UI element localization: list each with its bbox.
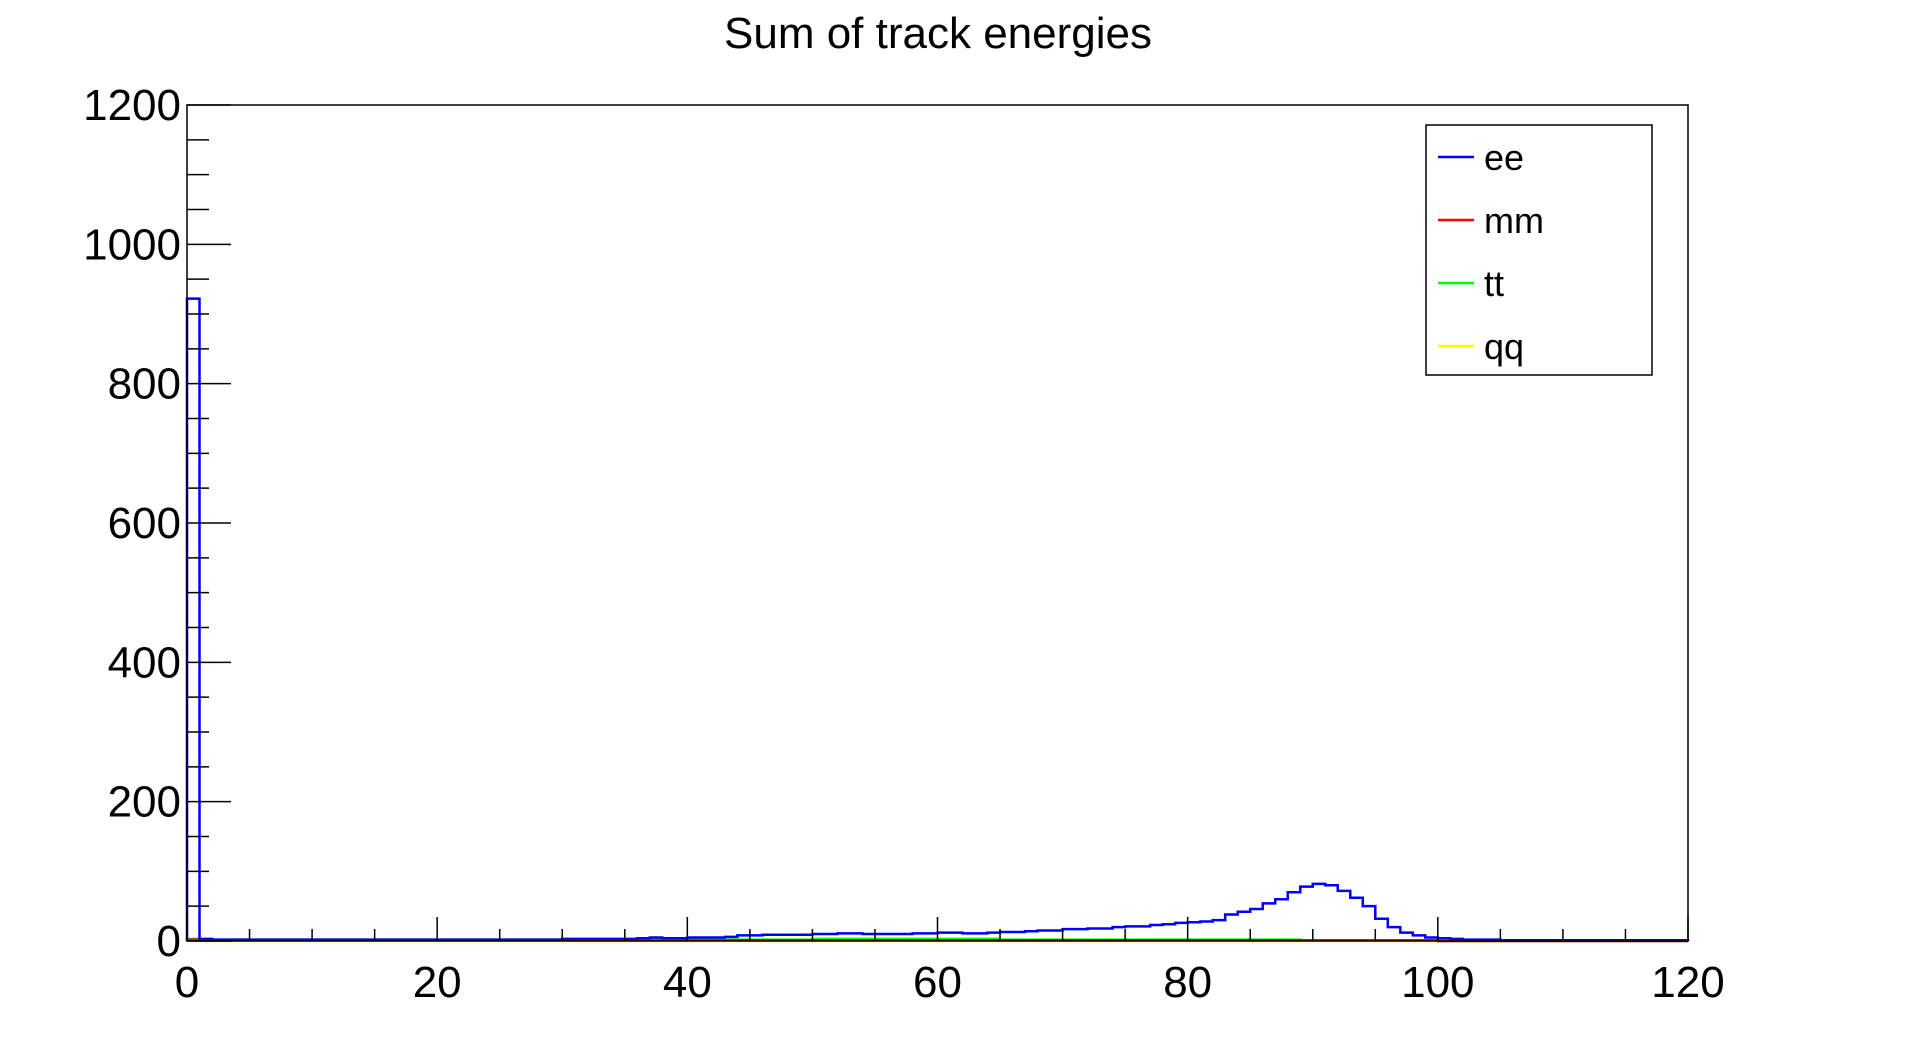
y-tick-label: 0 (157, 917, 181, 966)
x-tick-label: 100 (1401, 958, 1474, 1007)
legend-entry-qq: qq (1438, 326, 1524, 367)
x-tick-label: 0 (175, 958, 199, 1007)
y-tick-label: 800 (108, 360, 181, 409)
legend-label: qq (1484, 326, 1524, 367)
y-tick-label: 1200 (83, 81, 181, 130)
legend: ee mm tt qq (1425, 124, 1653, 376)
axes: 0 200 400 600 800 1000 1200 0 20 40 60 80 100 120 (83, 81, 1725, 1007)
x-tick-label: 80 (1163, 958, 1212, 1007)
legend-entry-mm: mm (1438, 200, 1544, 241)
x-tick-label: 120 (1651, 958, 1724, 1007)
x-tick-label: 60 (913, 958, 962, 1007)
legend-entry-tt: tt (1438, 263, 1504, 304)
legend-label: ee (1484, 137, 1524, 178)
y-tick-label: 400 (108, 638, 181, 687)
legend-entry-ee: ee (1438, 137, 1524, 178)
y-tick-label: 200 (108, 778, 181, 827)
y-tick-label: 1000 (83, 220, 181, 269)
chart-title: Sum of track energies (724, 9, 1152, 58)
plot-area (185, 297, 1690, 943)
series-line-ee (185, 297, 1690, 942)
x-tick-label: 20 (413, 958, 462, 1007)
legend-box (1425, 124, 1653, 376)
x-tick-label: 40 (663, 958, 712, 1007)
legend-label: tt (1484, 263, 1504, 304)
y-tick-label: 600 (108, 499, 181, 548)
legend-label: mm (1484, 200, 1544, 241)
